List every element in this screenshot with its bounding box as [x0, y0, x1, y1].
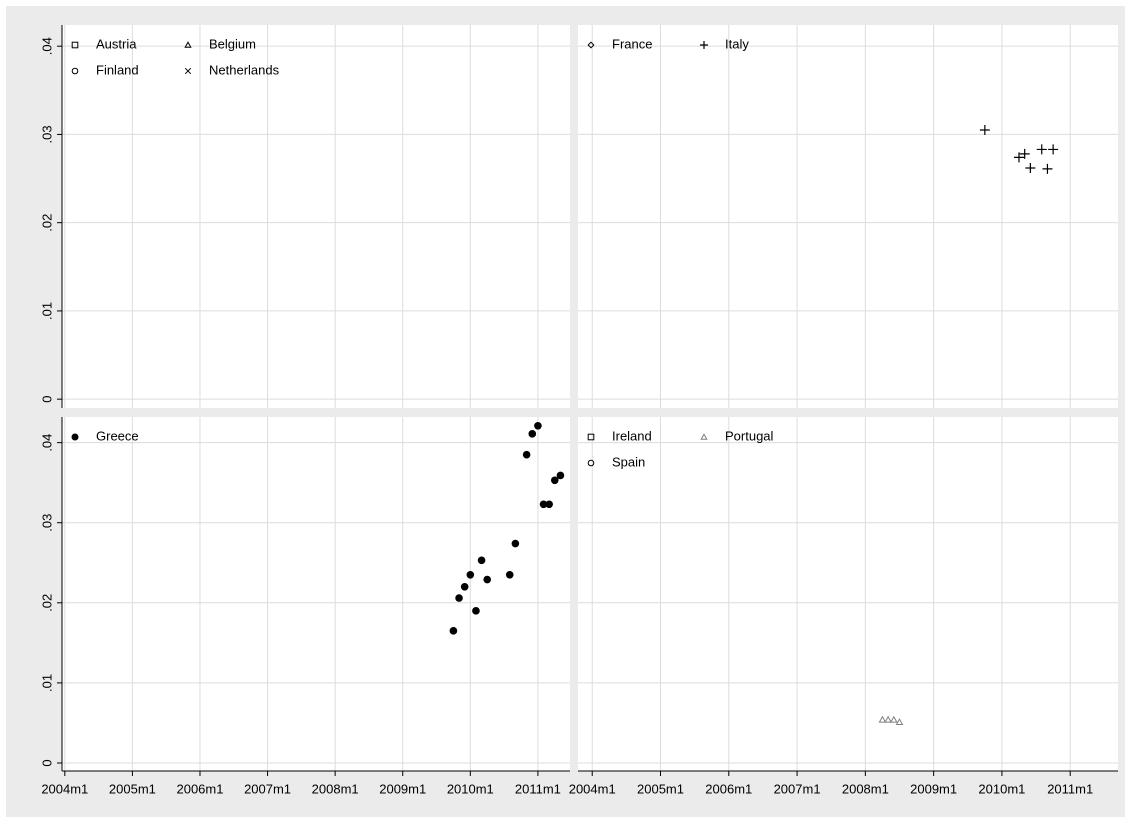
y-tick-label: 0 [39, 396, 54, 403]
x-tick-label: 2011m1 [1047, 781, 1093, 796]
data-point [472, 607, 480, 615]
data-point [895, 718, 904, 726]
x-tick-label: 2004m1 [569, 781, 616, 796]
data-point [550, 476, 559, 485]
legend-label: Finland [96, 62, 139, 77]
legend-marker [184, 41, 192, 48]
data-point [483, 575, 492, 584]
x-tick-label: 2007m1 [774, 781, 821, 796]
x-tick-label: 2008m1 [312, 781, 359, 796]
data-point [505, 570, 514, 579]
legend-label: France [612, 36, 652, 51]
y-tick-label: .02 [39, 214, 54, 232]
data-point [455, 594, 463, 602]
y-tick-label: .04 [39, 434, 54, 452]
data-point [1048, 144, 1059, 155]
x-tick-label: 2004m1 [41, 781, 88, 796]
data-point [545, 500, 553, 509]
legend-marker [587, 459, 595, 467]
y-tick-label: .01 [39, 674, 54, 692]
x-tick-label: 2005m1 [637, 781, 684, 796]
x-tick-label: 2009m1 [910, 781, 957, 796]
data-point [522, 450, 531, 459]
data-point [556, 471, 565, 480]
x-tick-label: 2010m1 [447, 781, 494, 796]
data-point [1036, 144, 1047, 155]
plot-region [62, 417, 570, 771]
data-point [979, 125, 990, 136]
data-point [539, 500, 548, 509]
data-point [534, 422, 542, 430]
y-tick-label: .01 [39, 302, 54, 320]
data-point [460, 582, 469, 591]
legend-marker [587, 41, 595, 49]
plot-region [578, 25, 1118, 408]
legend-label: Austria [96, 36, 137, 51]
x-tick-label: 2007m1 [244, 781, 291, 796]
x-tick-label: 2005m1 [109, 781, 156, 796]
legend-label: Spain [612, 454, 645, 469]
legend-label: Ireland [612, 428, 652, 443]
legend-marker [700, 41, 708, 49]
legend-label: Greece [96, 428, 139, 443]
legend-marker [700, 433, 708, 440]
legend-label: Netherlands [209, 62, 280, 77]
x-tick-label: 2011m1 [515, 781, 561, 796]
data-point [884, 715, 892, 723]
legend-marker [587, 433, 595, 441]
data-point [477, 556, 486, 565]
x-tick-label: 2009m1 [379, 781, 426, 796]
legend-label: Belgium [209, 36, 256, 51]
y-tick-label: 0 [39, 759, 54, 766]
legend-marker [71, 67, 79, 75]
legend-marker [184, 67, 192, 75]
x-tick-label: 2008m1 [842, 781, 889, 796]
data-point [878, 715, 887, 723]
data-point [1013, 152, 1024, 163]
y-tick-label: .04 [39, 37, 54, 55]
data-point [1025, 162, 1036, 173]
data-point [1042, 163, 1053, 174]
y-tick-label: .03 [39, 125, 54, 143]
x-tick-label: 2006m1 [176, 781, 223, 796]
data-point [511, 539, 520, 548]
x-tick-label: 2006m1 [705, 781, 752, 796]
plot-region [578, 417, 1118, 771]
data-point [449, 627, 458, 635]
plot-region [62, 25, 570, 408]
y-tick-label: .02 [39, 594, 54, 612]
data-point [1019, 148, 1030, 159]
legend-label: Italy [725, 36, 749, 51]
data-point [528, 430, 537, 438]
legend-marker [71, 433, 79, 441]
legend-marker [71, 41, 79, 49]
y-tick-label: .03 [39, 514, 54, 532]
legend-label: Portugal [725, 428, 774, 443]
data-point [889, 715, 898, 723]
data-point [466, 570, 475, 579]
x-tick-label: 2010m1 [978, 781, 1025, 796]
